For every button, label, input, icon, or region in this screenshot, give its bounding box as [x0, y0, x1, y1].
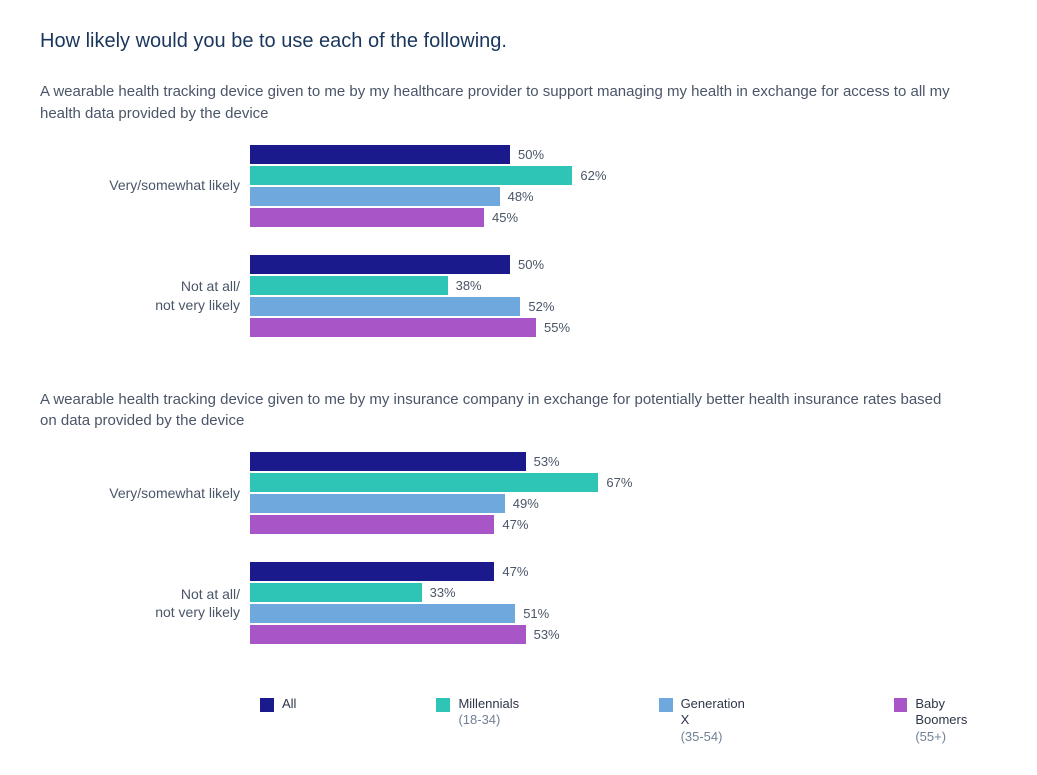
page-title: How likely would you be to use each of t… — [40, 30, 997, 53]
group-label: Not at all/not very likely — [40, 277, 250, 313]
bar-row: 53% — [250, 452, 997, 471]
bar-value-label: 47% — [494, 564, 528, 579]
bar-row: 49% — [250, 494, 997, 513]
bar-value-label: 38% — [448, 278, 482, 293]
bars-container: 47% 33% 51% 53% — [250, 560, 997, 646]
bar-row: 50% — [250, 255, 997, 274]
bar-row: 67% — [250, 473, 997, 492]
legend-swatch — [894, 698, 907, 712]
legend: All Millennials(18-34) Generation X(35-54)… — [40, 696, 997, 745]
bar-value-label: 67% — [598, 475, 632, 490]
legend-swatch — [436, 698, 450, 712]
legend-sublabel: (55+) — [915, 729, 997, 745]
bar-row: 48% — [250, 187, 997, 206]
bar-group: Very/somewhat likely 53% 67% 49% 47% — [40, 450, 997, 536]
bar-row: 62% — [250, 166, 997, 185]
bar — [250, 583, 422, 602]
legend-label: Baby Boomers(55+) — [915, 696, 997, 745]
bar — [250, 318, 536, 337]
bar — [250, 625, 526, 644]
legend-swatch — [260, 698, 274, 712]
bar — [250, 473, 598, 492]
bar-row: 53% — [250, 625, 997, 644]
bar-value-label: 48% — [500, 189, 534, 204]
bar — [250, 255, 510, 274]
bar — [250, 145, 510, 164]
bar-value-label: 50% — [510, 147, 544, 162]
bar-row: 51% — [250, 604, 997, 623]
bar-value-label: 55% — [536, 320, 570, 335]
survey-chart-page: How likely would you be to use each of t… — [0, 0, 1037, 775]
bar — [250, 562, 494, 581]
group-label: Very/somewhat likely — [40, 484, 250, 502]
bar-group: Not at all/not very likely 47% 33% 51% 53% — [40, 560, 997, 646]
legend-label: Millennials(18-34) — [458, 696, 519, 729]
bar — [250, 166, 572, 185]
bars-container: 50% 38% 52% 55% — [250, 253, 997, 339]
block-subtitle: A wearable health tracking device given … — [40, 81, 960, 125]
group-label: Not at all/not very likely — [40, 585, 250, 621]
bars-container: 53% 67% 49% 47% — [250, 450, 997, 536]
legend-label: All — [282, 696, 296, 712]
bar-row: 47% — [250, 515, 997, 534]
bar — [250, 208, 484, 227]
legend-item: Millennials(18-34) — [436, 696, 519, 745]
bar-value-label: 52% — [520, 299, 554, 314]
group-label: Very/somewhat likely — [40, 176, 250, 194]
bar — [250, 604, 515, 623]
bar — [250, 452, 526, 471]
bar-value-label: 47% — [494, 517, 528, 532]
bar — [250, 187, 500, 206]
bar-row: 38% — [250, 276, 997, 295]
bar-value-label: 53% — [526, 454, 560, 469]
bar — [250, 494, 505, 513]
bar-row: 47% — [250, 562, 997, 581]
bar — [250, 515, 494, 534]
bar-group: Very/somewhat likely 50% 62% 48% 45% — [40, 143, 997, 229]
bar-value-label: 45% — [484, 210, 518, 225]
legend-sublabel: (18-34) — [458, 712, 519, 728]
bar-row: 55% — [250, 318, 997, 337]
legend-label: Generation X(35-54) — [681, 696, 754, 745]
bar-row: 33% — [250, 583, 997, 602]
bars-container: 50% 62% 48% 45% — [250, 143, 997, 229]
chart-block: A wearable health tracking device given … — [40, 389, 997, 647]
bar-row: 50% — [250, 145, 997, 164]
legend-swatch — [659, 698, 672, 712]
bar-value-label: 49% — [505, 496, 539, 511]
legend-item: Generation X(35-54) — [659, 696, 754, 745]
legend-item: Baby Boomers(55+) — [894, 696, 997, 745]
chart-block: A wearable health tracking device given … — [40, 81, 997, 339]
bar-row: 52% — [250, 297, 997, 316]
bar — [250, 276, 448, 295]
bar-value-label: 50% — [510, 257, 544, 272]
bar-row: 45% — [250, 208, 997, 227]
bar — [250, 297, 520, 316]
legend-sublabel: (35-54) — [681, 729, 754, 745]
block-subtitle: A wearable health tracking device given … — [40, 389, 960, 433]
bar-value-label: 51% — [515, 606, 549, 621]
bar-group: Not at all/not very likely 50% 38% 52% 55% — [40, 253, 997, 339]
chart-blocks-container: A wearable health tracking device given … — [40, 81, 997, 646]
bar-value-label: 53% — [526, 627, 560, 642]
bar-value-label: 62% — [572, 168, 606, 183]
legend-item: All — [260, 696, 296, 745]
bar-value-label: 33% — [422, 585, 456, 600]
